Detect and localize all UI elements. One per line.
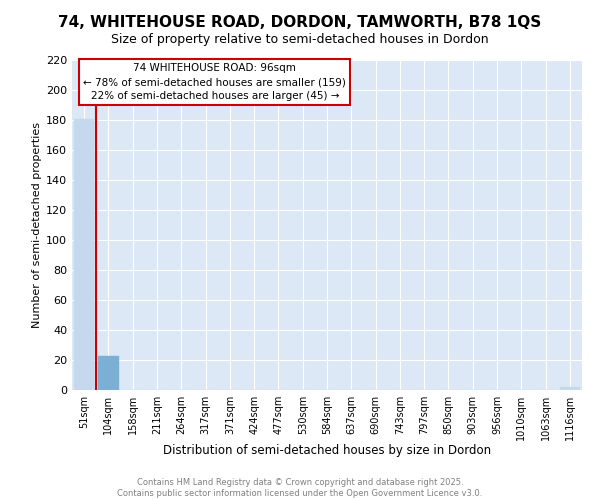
Text: Size of property relative to semi-detached houses in Dordon: Size of property relative to semi-detach… bbox=[111, 32, 489, 46]
Text: 74 WHITEHOUSE ROAD: 96sqm
← 78% of semi-detached houses are smaller (159)
22% of: 74 WHITEHOUSE ROAD: 96sqm ← 78% of semi-… bbox=[83, 64, 346, 102]
Y-axis label: Number of semi-detached properties: Number of semi-detached properties bbox=[32, 122, 42, 328]
Text: 74, WHITEHOUSE ROAD, DORDON, TAMWORTH, B78 1QS: 74, WHITEHOUSE ROAD, DORDON, TAMWORTH, B… bbox=[58, 15, 542, 30]
Bar bbox=[560, 387, 580, 390]
Bar bbox=[74, 118, 94, 390]
Bar bbox=[98, 356, 119, 390]
X-axis label: Distribution of semi-detached houses by size in Dordon: Distribution of semi-detached houses by … bbox=[163, 444, 491, 458]
Text: Contains HM Land Registry data © Crown copyright and database right 2025.
Contai: Contains HM Land Registry data © Crown c… bbox=[118, 478, 482, 498]
